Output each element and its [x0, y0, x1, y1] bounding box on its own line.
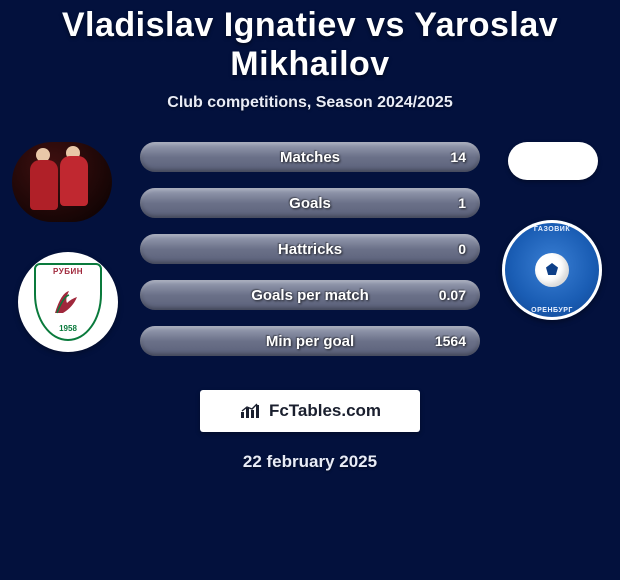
- right-player-photo-placeholder: [508, 142, 598, 180]
- right-club-ball-icon: [535, 253, 569, 287]
- right-club-top-text: ГАЗОВИК: [502, 226, 602, 233]
- stat-rows: Matches 14 Goals 1 Hattricks 0 Goals per…: [140, 142, 480, 372]
- stat-row-goals: Goals 1: [140, 188, 480, 218]
- stat-row-hattricks: Hattricks 0: [140, 234, 480, 264]
- left-player-photo: [12, 142, 112, 222]
- left-player-column: РУБИН 1958: [8, 142, 128, 352]
- left-club-badge: РУБИН 1958: [18, 252, 118, 352]
- left-club-shield: РУБИН 1958: [34, 263, 102, 341]
- page-subtitle: Club competitions, Season 2024/2025: [0, 94, 620, 112]
- stat-value: 0.07: [439, 287, 466, 303]
- stat-row-min-per-goal: Min per goal 1564: [140, 326, 480, 356]
- stat-label: Hattricks: [278, 241, 342, 258]
- stat-label: Goals: [289, 195, 331, 212]
- chart-icon: [239, 402, 263, 420]
- left-club-year: 1958: [36, 324, 100, 333]
- attribution-text: FcTables.com: [269, 401, 381, 421]
- stat-value: 14: [450, 149, 466, 165]
- right-club-badge: ГАЗОВИК ОРЕНБУРГ: [502, 220, 602, 320]
- stat-value: 1: [458, 195, 466, 211]
- attribution-box: FcTables.com: [200, 390, 420, 432]
- stat-value: 1564: [435, 333, 466, 349]
- page-title: Vladislav Ignatiev vs Yaroslav Mikhailov: [0, 6, 620, 84]
- stat-label: Matches: [280, 149, 340, 166]
- stat-label: Goals per match: [251, 287, 369, 304]
- left-club-name: РУБИН: [36, 267, 100, 276]
- stat-row-goals-per-match: Goals per match 0.07: [140, 280, 480, 310]
- comparison-infographic: Vladislav Ignatiev vs Yaroslav Mikhailov…: [0, 6, 620, 580]
- right-club-bottom-text: ОРЕНБУРГ: [502, 307, 602, 314]
- stats-area: РУБИН 1958 Matches 14 Goals 1 Hattr: [0, 142, 620, 372]
- right-player-column: ГАЗОВИК ОРЕНБУРГ: [492, 142, 612, 320]
- stat-row-matches: Matches 14: [140, 142, 480, 172]
- stat-value: 0: [458, 241, 466, 257]
- stat-label: Min per goal: [266, 333, 354, 350]
- left-club-wing-icon: [51, 287, 85, 317]
- infographic-date: 22 february 2025: [0, 452, 620, 472]
